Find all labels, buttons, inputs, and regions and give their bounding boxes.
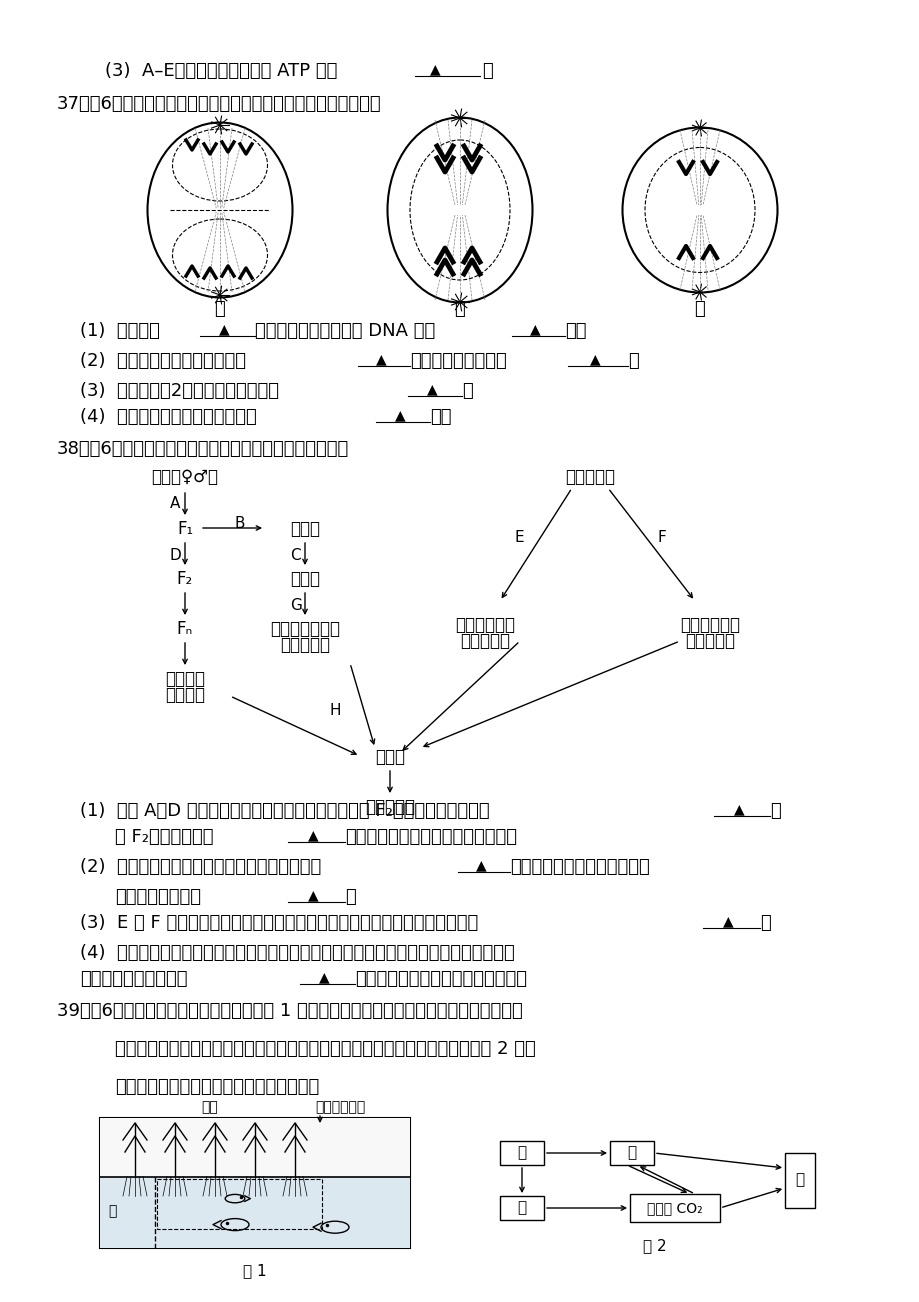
- Text: G: G: [289, 598, 301, 613]
- Text: 新品种推广: 新品种推广: [365, 798, 414, 816]
- Bar: [157, 1180, 322, 1229]
- Bar: [630, 1194, 720, 1223]
- Text: 39．（6分）某研究性学习小组设计了如图 1 所示的生态系统。水体中有生菜、藻类植物、水: 39．（6分）某研究性学习小组设计了如图 1 所示的生态系统。水体中有生菜、藻类…: [57, 1003, 522, 1019]
- Text: (3)  E 和 F 都是在萌发种子或幼苗期进行处理，这两种育种方法的原理分别是: (3) E 和 F 都是在萌发种子或幼苗期进行处理，这两种育种方法的原理分别是: [80, 914, 478, 932]
- Text: 。: 。: [345, 888, 356, 906]
- Text: 都能定向改变该种群的: 都能定向改变该种群的: [80, 970, 187, 988]
- Text: 具有新基因的: 具有新基因的: [455, 616, 515, 634]
- Text: 纯合二倍体种子: 纯合二倍体种子: [269, 620, 340, 638]
- Text: 新品种: 新品种: [375, 749, 404, 766]
- Text: 头说明该育种过程: 头说明该育种过程: [115, 888, 200, 906]
- Text: 种子或幼苗: 种子或幼苗: [564, 467, 614, 486]
- Text: 37．（6分）下列是某个高等动物细胞分裂模式图。请据图回答：: 37．（6分）下列是某个高等动物细胞分裂模式图。请据图回答：: [57, 95, 381, 113]
- Text: (2)  为了在较短时间内培育出新品种，最好采用: (2) 为了在较短时间内培育出新品种，最好采用: [80, 858, 321, 876]
- Text: 丙: 丙: [694, 299, 705, 318]
- Text: ▲: ▲: [375, 352, 386, 366]
- Text: F₂: F₂: [176, 570, 193, 589]
- Bar: [100, 1118, 410, 1177]
- Text: 38．（6分）下图表示四种不同的育种方法。请据图回答：: 38．（6分）下图表示四种不同的育种方法。请据图回答：: [57, 440, 349, 458]
- Text: ▲: ▲: [429, 62, 440, 76]
- Text: B: B: [234, 516, 245, 531]
- Text: 甲: 甲: [214, 299, 225, 318]
- Text: A: A: [170, 496, 180, 510]
- Text: 种子或幼苗: 种子或幼苗: [460, 631, 509, 650]
- Text: 图 2: 图 2: [642, 1238, 666, 1253]
- Text: (4)  按照现代生物进化理论的观点，利用上述育种方法选择培育符合生产要求的新品种，: (4) 按照现代生物进化理论的观点，利用上述育种方法选择培育符合生产要求的新品种…: [80, 944, 515, 962]
- Text: 乙: 乙: [516, 1146, 526, 1160]
- Text: 亲本（♀♂）: 亲本（♀♂）: [152, 467, 219, 486]
- Text: 时期，此时细胞中有核 DNA 分子: 时期，此时细胞中有核 DNA 分子: [255, 322, 435, 340]
- Text: (2)  发生同源染色体分离的是图: (2) 发生同源染色体分离的是图: [80, 352, 245, 370]
- Text: 。: 。: [461, 381, 472, 400]
- Text: ▲: ▲: [589, 352, 600, 366]
- Text: ▲: ▲: [475, 858, 486, 872]
- Text: 长出的植物: 长出的植物: [279, 635, 330, 654]
- Text: 螨、鲤鱼、腐生细菌等。水螨以藻类植物为食，鲤鱼以水螨和藻类植物为食。图 2 为该: 螨、鲤鱼、腐生细菌等。水螨以藻类植物为食，鲤鱼以水螨和藻类植物为食。图 2 为该: [115, 1040, 535, 1059]
- Text: 条。: 条。: [429, 408, 451, 426]
- Text: (1)  图甲表示: (1) 图甲表示: [80, 322, 160, 340]
- Text: 丙: 丙: [516, 1200, 526, 1216]
- Text: 。: 。: [628, 352, 638, 370]
- Text: ▲: ▲: [529, 322, 539, 336]
- Text: 生态系统的碳循环部分示意图。据图回答：: 生态系统的碳循环部分示意图。据图回答：: [115, 1078, 319, 1096]
- Text: 纯合子: 纯合子: [289, 570, 320, 589]
- Bar: [499, 1197, 543, 1220]
- Text: (3)  A–E生理过程中，可产生 ATP 的有: (3) A–E生理过程中，可产生 ATP 的有: [105, 62, 337, 79]
- Text: 种子或幼苗: 种子或幼苗: [685, 631, 734, 650]
- Text: 生菜: 生菜: [201, 1100, 218, 1115]
- Text: 。: 。: [482, 62, 493, 79]
- Text: ▲: ▲: [732, 802, 743, 816]
- Text: 遗传品种: 遗传品种: [165, 686, 205, 704]
- Text: F: F: [657, 530, 666, 546]
- Text: 育种方法。请用图中字母和笭: 育种方法。请用图中字母和笭: [509, 858, 649, 876]
- Text: 单倍体: 单倍体: [289, 519, 320, 538]
- Text: 选择稳定: 选择稳定: [165, 671, 205, 687]
- Text: F₁: F₁: [176, 519, 193, 538]
- Text: 。: 。: [759, 914, 770, 932]
- Text: ▲: ▲: [394, 408, 405, 422]
- Text: 乙: 乙: [454, 299, 465, 318]
- Text: D: D: [170, 548, 182, 562]
- Text: Fₙ: Fₙ: [176, 620, 193, 638]
- Text: ▲: ▲: [426, 381, 437, 396]
- Text: 网: 网: [108, 1204, 116, 1219]
- Text: ▲: ▲: [307, 888, 318, 902]
- Text: 丁: 丁: [795, 1173, 804, 1187]
- Bar: [100, 1177, 410, 1249]
- Text: 环境中 CO₂: 环境中 CO₂: [646, 1200, 702, 1215]
- Bar: [499, 1141, 543, 1165]
- Bar: [784, 1154, 814, 1208]
- Text: (4)  该生物正常体细胞中染色体有: (4) 该生物正常体细胞中染色体有: [80, 408, 256, 426]
- Text: (3)  上图中含有2个染色体组的细胞有: (3) 上图中含有2个染色体组的细胞有: [80, 381, 278, 400]
- Bar: [609, 1141, 653, 1165]
- Text: E: E: [515, 530, 524, 546]
- Text: ▲: ▲: [722, 914, 732, 928]
- Text: ▲: ▲: [219, 322, 229, 336]
- Text: ，: ，: [769, 802, 780, 820]
- Text: 适当泵入空气: 适当泵入空气: [314, 1100, 365, 1115]
- Text: ▲: ▲: [307, 828, 318, 842]
- Text: 从 F₂以后一般采用: 从 F₂以后一般采用: [115, 828, 213, 846]
- Text: C: C: [289, 548, 301, 562]
- Text: 染色体加倍的: 染色体加倍的: [679, 616, 739, 634]
- Text: ，导致该种群按一定方向发展进化。: ，导致该种群按一定方向发展进化。: [355, 970, 527, 988]
- Text: H: H: [330, 703, 341, 717]
- Text: 甲: 甲: [627, 1146, 636, 1160]
- Bar: [100, 1118, 410, 1249]
- Text: 图 1: 图 1: [243, 1263, 267, 1279]
- Text: 的方法来获得可稳定遗传的新品种。: 的方法来获得可稳定遗传的新品种。: [345, 828, 516, 846]
- Text: 细胞，其细胞名称为: 细胞，其细胞名称为: [410, 352, 506, 370]
- Text: ▲: ▲: [318, 970, 329, 984]
- Text: (1)  图中 A、D 方向所示的途径表示杂交育种，一般从 F₂开始选种，这是因为: (1) 图中 A、D 方向所示的途径表示杂交育种，一般从 F₂开始选种，这是因为: [80, 802, 489, 820]
- Text: 个。: 个。: [564, 322, 586, 340]
